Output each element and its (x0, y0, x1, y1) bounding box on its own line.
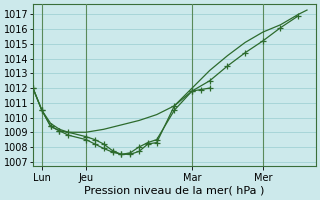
X-axis label: Pression niveau de la mer( hPa ): Pression niveau de la mer( hPa ) (84, 186, 265, 196)
